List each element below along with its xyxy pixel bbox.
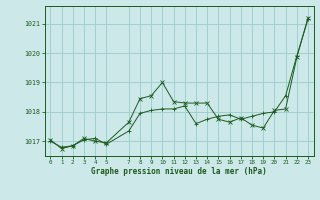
X-axis label: Graphe pression niveau de la mer (hPa): Graphe pression niveau de la mer (hPa) bbox=[91, 167, 267, 176]
